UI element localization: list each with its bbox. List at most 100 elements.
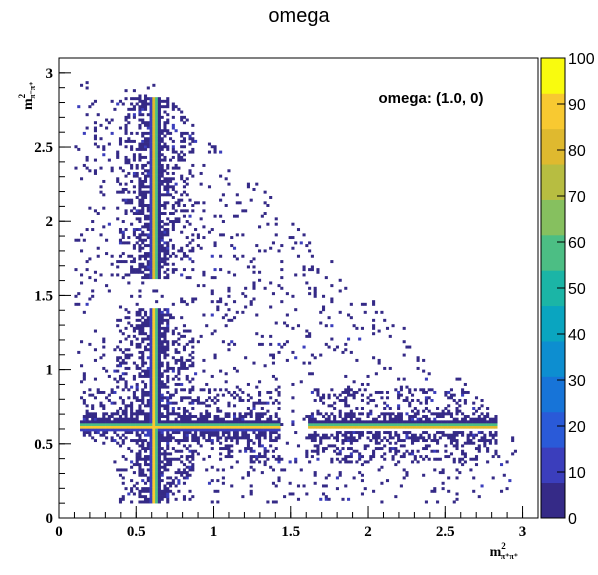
heatmap-cell xyxy=(163,313,167,317)
heatmap-cell xyxy=(149,468,153,472)
heatmap-cell xyxy=(141,246,145,250)
heatmap-cell xyxy=(88,425,92,429)
heatmap-cell xyxy=(157,131,161,135)
heatmap-cell xyxy=(210,439,214,443)
heatmap-cell xyxy=(363,460,367,464)
heatmap-cell xyxy=(155,332,159,336)
heatmap-cell xyxy=(438,431,442,435)
heatmap-cell xyxy=(127,404,131,408)
heatmap-cell xyxy=(244,356,248,360)
heatmap-cell xyxy=(321,393,326,397)
heatmap-cell xyxy=(352,393,356,397)
heatmap-cell xyxy=(105,126,109,130)
heatmap-cell xyxy=(188,329,192,333)
heatmap-cell xyxy=(194,139,198,143)
heatmap-cell xyxy=(152,350,156,354)
heatmap-cell xyxy=(455,468,459,472)
heatmap-cell xyxy=(410,439,415,443)
heatmap-cell xyxy=(199,420,203,424)
heatmap-cell xyxy=(91,417,95,421)
heatmap-cell xyxy=(188,455,192,459)
heatmap-cell xyxy=(321,447,326,451)
heatmap-cell xyxy=(152,115,156,119)
heatmap-cell xyxy=(344,484,348,488)
heatmap-cell xyxy=(155,174,159,178)
heatmap-cell xyxy=(118,340,123,344)
heatmap-cell xyxy=(146,214,150,218)
heatmap-cell xyxy=(341,417,345,421)
heatmap-cell xyxy=(132,233,136,237)
heatmap-cell xyxy=(344,401,348,405)
heatmap-cell xyxy=(141,212,145,215)
heatmap-cell xyxy=(469,431,473,435)
heatmap-cell xyxy=(219,174,223,178)
heatmap-cell xyxy=(255,401,259,405)
heatmap-cell xyxy=(121,388,125,392)
heatmap-cell xyxy=(477,495,481,499)
heatmap-cell xyxy=(149,150,153,154)
heatmap-cell xyxy=(130,500,134,504)
heatmap-cell xyxy=(469,439,473,443)
heatmap-cell xyxy=(258,423,262,426)
heatmap-cell xyxy=(149,171,153,175)
heatmap-cell xyxy=(118,137,123,141)
heatmap-cell xyxy=(130,385,134,389)
heatmap-cell xyxy=(388,449,392,453)
heatmap-cell xyxy=(118,329,123,333)
heatmap-cell xyxy=(230,449,234,453)
heatmap-cell xyxy=(163,348,167,352)
heatmap-cell xyxy=(405,449,409,453)
heatmap-cell xyxy=(166,131,170,135)
heatmap-cell xyxy=(157,177,161,181)
colorbar-tick-label: 40 xyxy=(568,327,586,344)
heatmap-cell xyxy=(338,278,342,282)
heatmap-cell xyxy=(135,439,139,443)
heatmap-cell xyxy=(347,460,351,464)
heatmap-cell xyxy=(372,433,376,437)
heatmap-cell xyxy=(366,401,370,405)
heatmap-cell xyxy=(227,308,231,312)
heatmap-cell xyxy=(155,99,159,103)
heatmap-cell xyxy=(171,481,175,485)
heatmap-cell xyxy=(341,398,345,402)
heatmap-cell xyxy=(447,409,451,413)
heatmap-cell xyxy=(316,420,320,424)
heatmap-cell xyxy=(171,340,175,344)
heatmap-cell xyxy=(349,409,353,413)
heatmap-cell xyxy=(207,428,212,432)
heatmap-cell xyxy=(141,265,145,269)
heatmap-cell xyxy=(182,300,186,304)
heatmap-cell xyxy=(146,487,150,491)
heatmap-cell xyxy=(149,447,153,451)
heatmap-cell xyxy=(185,254,189,258)
heatmap-cell xyxy=(427,388,431,392)
heatmap-cell xyxy=(380,447,384,451)
heatmap-cell xyxy=(444,455,448,459)
heatmap-cell xyxy=(130,407,134,410)
heatmap-cell xyxy=(327,436,331,440)
heatmap-cell xyxy=(219,428,223,432)
heatmap-cell xyxy=(149,214,153,218)
heatmap-cell xyxy=(235,385,239,389)
heatmap-cell xyxy=(127,310,131,314)
heatmap-cell xyxy=(174,209,178,213)
heatmap-cell xyxy=(180,361,184,365)
heatmap-cell xyxy=(258,431,262,435)
heatmap-cell xyxy=(149,198,153,202)
heatmap-cell xyxy=(135,463,139,467)
heatmap-cell xyxy=(399,455,403,459)
heatmap-cell xyxy=(213,489,217,493)
heatmap-cell xyxy=(277,425,281,429)
heatmap-cell xyxy=(160,334,164,338)
heatmap-cell xyxy=(277,407,281,410)
heatmap-cell xyxy=(102,337,106,341)
heatmap-cell xyxy=(157,398,161,402)
heatmap-cell xyxy=(77,105,81,109)
heatmap-cell xyxy=(327,316,331,320)
heatmap-cell xyxy=(185,342,189,346)
heatmap-cell xyxy=(155,177,159,181)
heatmap-cell xyxy=(157,431,161,435)
heatmap-cell xyxy=(155,409,159,413)
heatmap-cell xyxy=(138,185,142,189)
heatmap-cell xyxy=(185,377,189,381)
